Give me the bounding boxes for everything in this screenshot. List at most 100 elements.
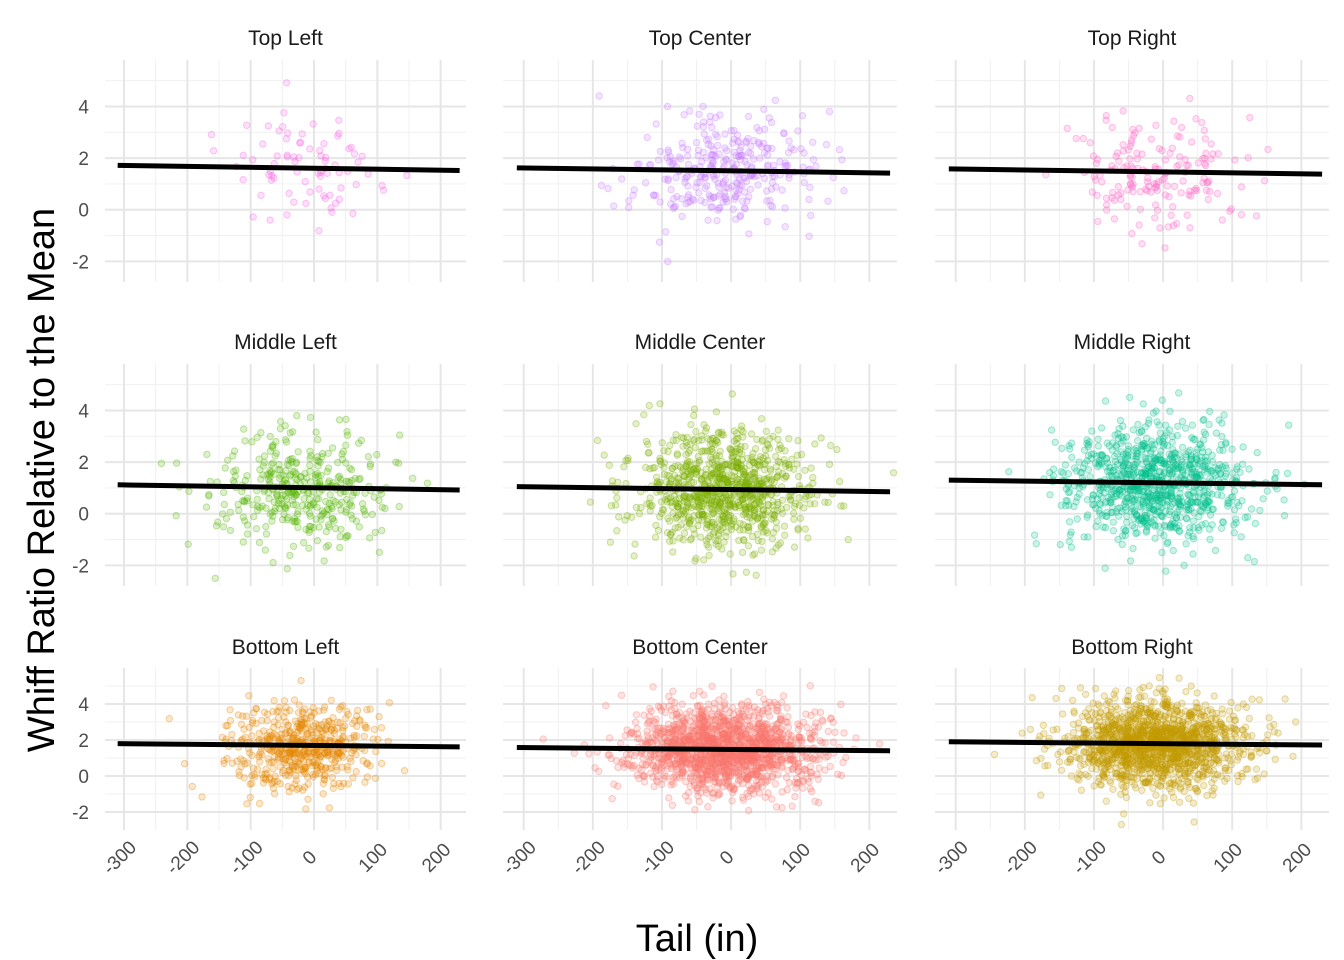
scatter-point [707,471,715,479]
scatter-point [1214,150,1222,158]
scatter-point [352,767,360,776]
scatter-point [1057,501,1065,510]
scatter-point [751,475,759,483]
scatter-point [732,178,740,187]
scatter-point [292,491,301,499]
scatter-point [1133,149,1141,157]
scatter-point [313,494,321,503]
scatter-point [730,126,738,135]
scatter-point [737,717,745,725]
scatter-point [188,782,197,791]
scatter-point [640,772,648,780]
scatter-point [752,776,760,785]
scatter-point [710,528,718,536]
scatter-point [724,184,733,192]
scatter-point [722,155,730,163]
scatter-point [716,469,724,477]
scatter-point [648,501,656,510]
scatter-point [366,462,374,471]
scatter-point [1075,490,1083,498]
scatter-point [1129,187,1137,196]
scatter-point [269,443,277,452]
scatter-point [742,505,750,513]
scatter-point [684,182,692,190]
scatter-point [790,502,798,510]
scatter-point [273,708,281,716]
scatter-point [1192,184,1200,193]
scatter-point [704,479,712,487]
scatter-point [761,510,770,519]
scatter-point [669,159,678,167]
scatter-point [689,691,697,700]
scatter-point [737,151,745,160]
scatter-point [730,457,738,466]
scatter-point [1222,470,1230,478]
scatter-point [776,157,784,166]
scatter-point [692,469,700,477]
scatter-point [684,152,692,160]
scatter-point [363,773,372,781]
scatter-point [1141,423,1150,431]
scatter-point [306,461,314,470]
scatter-point [763,197,771,205]
scatter-point [721,461,729,469]
scatter-point [1049,465,1058,473]
scatter-point [746,185,755,194]
scatter-point [1173,132,1182,140]
scatter-point [699,102,707,111]
scatter-point [288,496,296,504]
scatter-point [675,534,684,542]
scatter-point [324,449,332,457]
scatter-point [663,765,672,773]
scatter-point [280,759,288,767]
scatter-point [331,524,340,533]
scatter-point [708,682,716,690]
scatter-point [602,701,610,710]
scatter-point [604,184,612,193]
scatter-point [715,204,723,212]
scatter-point [716,500,725,508]
scatter-point [625,197,633,205]
scatter-point [253,765,262,773]
scatter-point [1162,567,1170,575]
scatter-point [728,520,736,528]
scatter-point [699,118,708,126]
scatter-point [281,436,290,444]
scatter-point [698,475,706,483]
scatter-point [290,696,299,704]
scatter-point [309,120,317,128]
scatter-point [726,444,734,453]
scatter-point [290,493,298,501]
scatter-point [809,754,817,762]
scatter-point [1239,443,1247,451]
scatter-point [246,793,255,802]
scatter-point [1281,695,1289,703]
scatter-point [539,735,547,743]
scatter-point [229,477,238,485]
scatter-point [703,762,711,770]
scatter-point [1092,159,1101,168]
scatter-point [293,729,302,737]
scatter-point [303,474,311,482]
scatter-point [773,473,781,481]
scatter-point [1201,461,1210,470]
scatter-point [1142,471,1150,479]
scatter-point [243,497,251,505]
scatter-point [375,496,383,505]
scatter-point [234,500,242,509]
scatter-point [1202,149,1210,158]
scatter-point [695,687,704,695]
scatter-point [1186,224,1194,232]
scatter-point [768,203,777,211]
scatter-point [1209,505,1218,513]
scatter-point [1080,446,1089,454]
scatter-point [831,728,839,736]
y-tick-label: -2 [72,252,89,273]
scatter-point [737,143,745,151]
scatter-point [1209,150,1217,158]
scatter-point [763,217,771,226]
scatter-point [346,464,354,472]
scatter-point [840,729,848,737]
scatter-point [239,538,248,546]
scatter-point [761,446,770,454]
